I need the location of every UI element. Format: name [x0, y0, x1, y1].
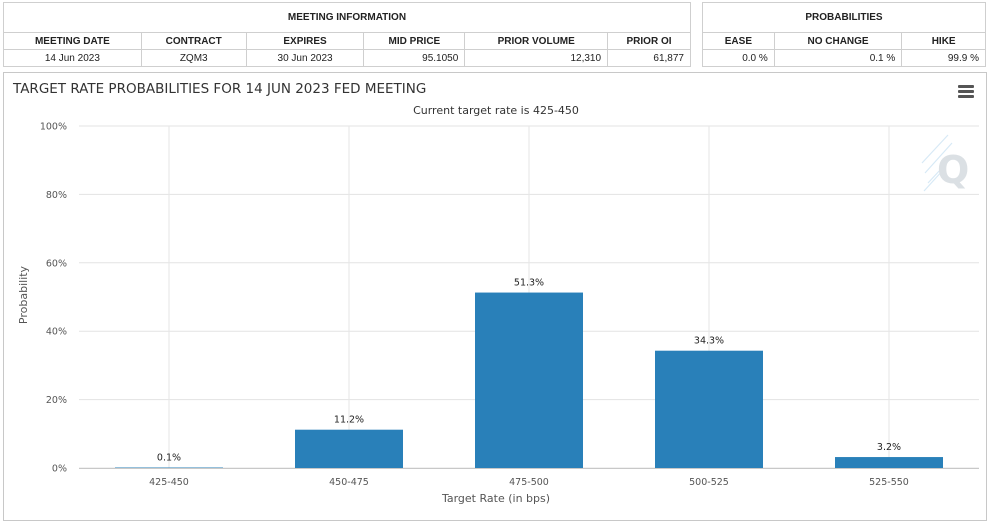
y-tick-label: 40%: [46, 327, 67, 338]
x-tick-label: 500-525: [689, 477, 729, 488]
col-meeting-date: MEETING DATE: [3, 32, 142, 50]
data-label: 34.3%: [694, 336, 724, 347]
data-label: 51.3%: [514, 278, 544, 289]
meeting-information-table: MEETING INFORMATION MEETING DATE CONTRAC…: [3, 2, 691, 67]
cell-mid-price: 95.1050: [363, 49, 466, 67]
cell-contract: ZQM3: [140, 49, 247, 67]
bar-475-500[interactable]: [475, 292, 583, 468]
hamburger-menu-icon[interactable]: [958, 85, 974, 99]
cell-meeting-date: 14 Jun 2023: [3, 49, 142, 67]
cell-ease: 0.0 %: [702, 49, 775, 67]
col-no-change: NO CHANGE: [773, 32, 903, 50]
x-axis-title: Target Rate (in bps): [441, 492, 550, 505]
chart-subtitle: Current target rate is 425-450: [413, 104, 579, 117]
table-row: 0.0 % 0.1 % 99.9 %: [702, 49, 986, 67]
cell-expires: 30 Jun 2023: [245, 49, 365, 67]
bar-chart: TARGET RATE PROBABILITIES FOR 14 JUN 202…: [12, 81, 979, 505]
cell-prior-oi: 61,877: [607, 49, 691, 67]
meeting-information-header: MEETING INFORMATION: [3, 2, 691, 33]
cell-hike: 99.9 %: [901, 49, 986, 67]
probabilities-table: PROBABILITIES EASE NO CHANGE HIKE 0.0 % …: [702, 2, 986, 67]
col-ease: EASE: [702, 32, 775, 50]
probabilities-header: PROBABILITIES: [702, 2, 986, 33]
col-contract: CONTRACT: [140, 32, 247, 50]
col-prior-volume: PRIOR VOLUME: [464, 32, 609, 50]
data-label: 3.2%: [877, 442, 901, 453]
chart-title: TARGET RATE PROBABILITIES FOR 14 JUN 202…: [12, 81, 426, 97]
cell-prior-volume: 12,310: [464, 49, 609, 67]
col-mid-price: MID PRICE: [363, 32, 466, 50]
x-tick-label: 475-500: [509, 477, 549, 488]
x-tick-label: 525-550: [869, 477, 909, 488]
data-label: 11.2%: [334, 415, 364, 426]
svg-text:Q: Q: [937, 148, 969, 192]
col-expires: EXPIRES: [245, 32, 365, 50]
y-tick-label: 20%: [46, 395, 67, 406]
col-hike: HIKE: [901, 32, 986, 50]
col-prior-oi: PRIOR OI: [607, 32, 691, 50]
x-tick-label: 425-450: [149, 477, 189, 488]
y-tick-label: 0%: [52, 464, 67, 475]
table-row: 14 Jun 2023 ZQM3 30 Jun 2023 95.1050 12,…: [3, 49, 691, 67]
bar-500-525[interactable]: [655, 350, 763, 468]
y-tick-label: 80%: [46, 190, 67, 201]
y-axis-title: Probability: [17, 265, 30, 324]
bar-425-450[interactable]: [115, 467, 223, 469]
y-tick-label: 100%: [40, 122, 67, 133]
cell-no-change: 0.1 %: [773, 49, 903, 67]
y-tick-label: 60%: [46, 258, 67, 269]
chart-panel: TARGET RATE PROBABILITIES FOR 14 JUN 202…: [3, 72, 987, 521]
q-logo-icon: Q: [921, 134, 969, 192]
bar-450-475[interactable]: [295, 429, 403, 468]
x-tick-label: 450-475: [329, 477, 369, 488]
data-label: 0.1%: [157, 453, 181, 464]
bar-525-550[interactable]: [835, 457, 943, 468]
